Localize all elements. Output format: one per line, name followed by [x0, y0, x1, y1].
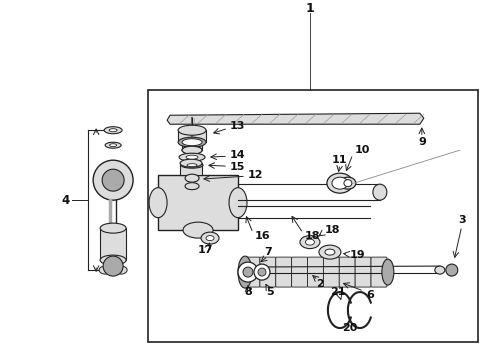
Ellipse shape — [179, 153, 205, 161]
Text: 6: 6 — [366, 290, 374, 300]
Ellipse shape — [109, 129, 117, 132]
Ellipse shape — [305, 239, 315, 245]
Text: 18: 18 — [305, 231, 320, 241]
Circle shape — [102, 169, 124, 191]
Ellipse shape — [373, 184, 387, 200]
Text: 1: 1 — [306, 2, 314, 15]
FancyBboxPatch shape — [292, 257, 308, 287]
Text: 16: 16 — [255, 231, 270, 241]
Text: 3: 3 — [458, 215, 466, 225]
Text: 19: 19 — [350, 250, 366, 260]
Text: 8: 8 — [244, 287, 252, 297]
Circle shape — [258, 268, 266, 276]
Ellipse shape — [182, 139, 202, 146]
Ellipse shape — [340, 177, 356, 189]
Ellipse shape — [186, 155, 198, 159]
Ellipse shape — [238, 256, 252, 288]
Text: 18: 18 — [325, 225, 341, 235]
Ellipse shape — [332, 177, 348, 189]
Ellipse shape — [325, 249, 335, 255]
Bar — [178, 130, 206, 142]
Circle shape — [93, 160, 133, 200]
Ellipse shape — [185, 183, 199, 190]
Text: 5: 5 — [266, 287, 274, 297]
FancyBboxPatch shape — [260, 257, 276, 287]
Ellipse shape — [178, 125, 206, 135]
Ellipse shape — [344, 180, 352, 187]
Bar — [180, 163, 202, 175]
Text: 14: 14 — [230, 150, 245, 160]
FancyBboxPatch shape — [371, 257, 387, 287]
Ellipse shape — [181, 162, 203, 168]
Ellipse shape — [201, 232, 219, 244]
Text: 21: 21 — [330, 287, 345, 297]
Text: 15: 15 — [230, 162, 245, 172]
Text: 17: 17 — [197, 245, 213, 255]
FancyBboxPatch shape — [244, 257, 260, 287]
Ellipse shape — [178, 137, 206, 147]
Bar — [100, 228, 126, 260]
FancyBboxPatch shape — [276, 257, 292, 287]
Ellipse shape — [182, 146, 202, 154]
Circle shape — [446, 264, 458, 276]
Ellipse shape — [382, 259, 394, 285]
Ellipse shape — [206, 235, 214, 240]
Ellipse shape — [180, 159, 202, 167]
Text: 7: 7 — [264, 247, 272, 257]
Ellipse shape — [99, 266, 111, 274]
Ellipse shape — [115, 266, 127, 274]
Circle shape — [254, 264, 270, 280]
Ellipse shape — [110, 144, 117, 147]
FancyBboxPatch shape — [339, 257, 355, 287]
Text: 2: 2 — [316, 279, 324, 289]
Circle shape — [243, 267, 253, 277]
FancyBboxPatch shape — [355, 257, 371, 287]
Ellipse shape — [327, 173, 353, 193]
Text: 11: 11 — [332, 155, 348, 165]
Ellipse shape — [149, 188, 167, 218]
Circle shape — [103, 256, 123, 276]
Ellipse shape — [187, 164, 197, 167]
Ellipse shape — [319, 245, 341, 259]
Ellipse shape — [182, 146, 202, 154]
Polygon shape — [167, 113, 424, 124]
Text: 20: 20 — [342, 323, 358, 333]
Ellipse shape — [100, 255, 126, 265]
Text: 13: 13 — [230, 121, 245, 131]
Bar — [148, 90, 478, 342]
Bar — [158, 175, 238, 230]
Text: 9: 9 — [418, 137, 426, 147]
Ellipse shape — [105, 142, 121, 148]
Ellipse shape — [185, 174, 199, 182]
Ellipse shape — [300, 235, 320, 249]
Text: 4: 4 — [61, 194, 69, 207]
Bar — [182, 142, 202, 150]
Ellipse shape — [183, 222, 213, 238]
FancyBboxPatch shape — [323, 257, 340, 287]
Ellipse shape — [100, 223, 126, 233]
Text: 10: 10 — [355, 145, 370, 155]
Ellipse shape — [104, 127, 122, 134]
Text: 12: 12 — [248, 170, 264, 180]
Circle shape — [238, 262, 258, 282]
Ellipse shape — [435, 266, 445, 274]
Bar — [187, 178, 197, 186]
Ellipse shape — [229, 188, 247, 218]
FancyBboxPatch shape — [308, 257, 323, 287]
